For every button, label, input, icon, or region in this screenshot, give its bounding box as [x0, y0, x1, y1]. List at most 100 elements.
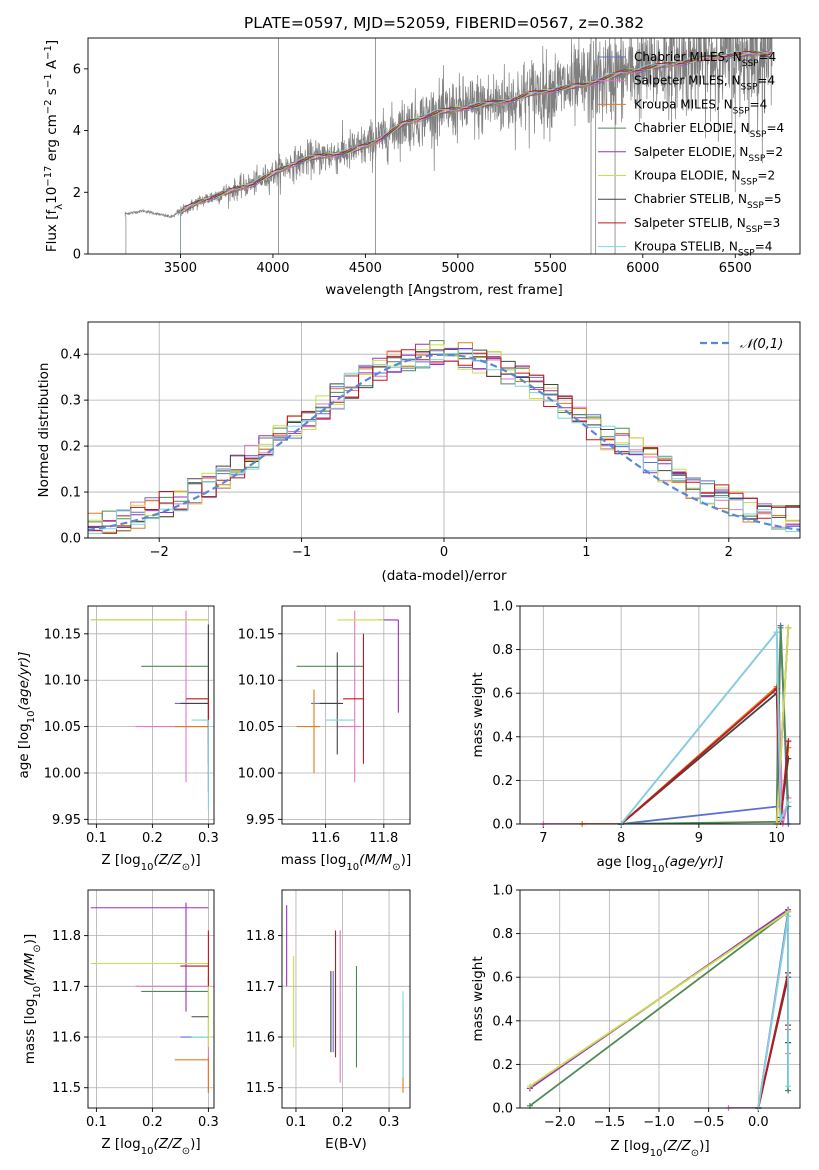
age-vs-mass-panel: 11.6 11.8 9.95 10.00 10.05 10.10 10.15 mass [lo… — [238, 605, 411, 873]
weight-series-line — [757, 972, 789, 1108]
y-tick-label: 0 — [73, 248, 81, 263]
x-tick-label: −1.5 — [594, 1115, 626, 1130]
y-axis-label-part: 10 — [32, 986, 43, 999]
legend-tail: =2 — [765, 145, 783, 159]
legend-entry: Kroupa ELODIE, NSSP=2 — [634, 169, 775, 188]
y-tick-label: 0.2 — [60, 440, 81, 455]
y-tick-label: 0.8 — [492, 927, 513, 942]
x-axis-label-part: ⊙ — [392, 862, 400, 873]
x-tick-label: 4000 — [256, 261, 289, 276]
y-tick-label: 2 — [73, 186, 81, 201]
x-axis-label: mass [log10(M/M⊙)] — [281, 852, 411, 873]
y-axis-label-part: )] — [22, 934, 38, 945]
weight-marker — [777, 624, 784, 631]
y-tick-label: 0.0 — [492, 1102, 513, 1117]
x-axis-label-part: (Z/Z — [153, 1136, 182, 1152]
legend-tail: =4 — [750, 97, 768, 111]
legend-base: Salpeter MILES, N — [634, 74, 741, 88]
x-axis-label: Z [log10(Z/Z⊙)] — [101, 1136, 200, 1157]
y-axis-label: mass weight — [470, 956, 486, 1041]
y-tick-label: 10.05 — [238, 720, 275, 735]
y-tick-label: 11.8 — [246, 929, 275, 944]
axes-frame — [87, 37, 801, 255]
x-axis-label: E(B-V) — [325, 1136, 367, 1152]
x-tick-label: 5000 — [441, 261, 474, 276]
x-axis-label: wavelength [Angstrom, rest frame] — [325, 282, 563, 298]
y-tick-label: 11.6 — [52, 1031, 81, 1046]
y-axis-label-part: A — [44, 59, 60, 73]
y-axis-label: Normed distribution — [36, 363, 52, 498]
legend-entry: Chabrier MILES, NSSP=4 — [634, 50, 776, 69]
mass-vs-metallicity-panel: 0.1 0.2 0.311.511.611.711.8Z [log10(Z/Z⊙)]… — [22, 889, 219, 1157]
y-tick-label: 0.3 — [60, 394, 81, 409]
legend-entry: Chabrier STELIB, NSSP=5 — [634, 192, 782, 211]
legend-reference-label: 𝒩(0,1) — [740, 337, 783, 352]
y-tick-label: 0.4 — [492, 1014, 513, 1029]
x-tick-label: 11.6 — [311, 831, 340, 846]
weight-series-line — [620, 629, 790, 824]
y-axis-label-part: mass [log — [22, 999, 38, 1065]
x-axis-label-part: )] — [401, 852, 412, 868]
x-tick-label: −2 — [150, 545, 169, 560]
y-axis-label-part: age [log — [16, 723, 32, 778]
legend-entry: Salpeter ELODIE, NSSP=2 — [634, 145, 783, 164]
x-axis-label-part: age [log — [596, 854, 651, 870]
y-tick-label: 0.2 — [492, 774, 513, 789]
x-tick-label: 0.3 — [198, 831, 219, 846]
x-axis-label-part: )] — [190, 852, 201, 868]
x-tick-label: 6000 — [626, 261, 659, 276]
x-axis-label-part: (age/yr)] — [664, 854, 723, 870]
normal-reference-curve — [88, 353, 800, 531]
y-tick-label: 9.95 — [52, 813, 81, 828]
legend-entry: Chabrier ELODIE, NSSP=4 — [634, 121, 784, 140]
x-tick-label: 0 — [440, 545, 448, 560]
y-tick-label: 11.5 — [246, 1081, 275, 1096]
axes-frame — [87, 605, 215, 825]
legend-tail: =5 — [764, 192, 782, 206]
weight-marker — [785, 738, 792, 745]
mass-vs-reddening-panel: 0.1 0.2 0.3 11.5 11.6 11.7 11.8 E(B-V) — [246, 889, 411, 1152]
weight-vs-metallicity-panel: −2.0 −1.5 −1.0 −0.5 0.0 0.0 0.2 0.4 0.6 0.8 1.0 Z [… — [470, 884, 801, 1159]
x-tick-label: 0.2 — [332, 1115, 353, 1130]
x-tick-label: 1 — [582, 545, 590, 560]
legend-entry: Salpeter STELIB, NSSP=3 — [634, 216, 780, 235]
y-axis-label-part: −1 — [43, 73, 54, 88]
y-axis-label-part: 10 — [44, 187, 60, 204]
x-axis-label: (data-model)/error — [381, 568, 507, 584]
y-tick-label: 10.15 — [44, 627, 81, 642]
legend-base: Salpeter STELIB, N — [634, 216, 746, 230]
x-axis-label-part: ⊙ — [182, 1146, 190, 1157]
x-tick-label: 2 — [725, 545, 733, 560]
y-tick-label: 0.0 — [492, 818, 513, 833]
x-axis-label-part: 10 — [652, 864, 665, 875]
figure-title: PLATE=0597, MJD=52059, FIBERID=0567, z=0… — [244, 14, 644, 32]
y-axis-label-part: −1 — [43, 45, 54, 60]
x-tick-label: 4500 — [349, 261, 382, 276]
y-axis-label: Flux [fλ10−17 erg cm−2 s−1 A−1] — [43, 40, 65, 252]
legend-tail: =4 — [766, 121, 784, 135]
legend-tail: =3 — [763, 216, 781, 230]
y-tick-label: 11.7 — [246, 980, 275, 995]
weight-marker — [773, 629, 780, 636]
x-tick-label: −2.0 — [544, 1115, 576, 1130]
legend-base: Chabrier ELODIE, N — [634, 121, 750, 135]
y-axis-label-part: −17 — [43, 166, 54, 187]
legend-sub: SSP — [741, 178, 758, 188]
y-tick-label: 6 — [73, 62, 81, 77]
y-axis-label: mass weight — [470, 672, 486, 757]
x-axis-label: Z [log10(Z/Z⊙)] — [101, 852, 200, 873]
spectrum-panel: 3500 4000 4500 5000 5500 6000 6500 0 2 4 6 Chabrier… — [43, 37, 801, 298]
weight-series-line — [582, 684, 790, 824]
y-axis-label-part: 10 — [26, 711, 37, 724]
y-tick-label: 1.0 — [492, 884, 513, 899]
x-axis-label-part: mass [log — [281, 852, 347, 868]
y-tick-label: 10.10 — [238, 674, 275, 689]
weight-series-line — [543, 629, 790, 824]
y-tick-label: 0.2 — [492, 1058, 513, 1073]
legend-sub: SSP — [738, 249, 755, 259]
legend-tail: =4 — [755, 240, 773, 254]
x-tick-label: 0.1 — [286, 1115, 307, 1130]
model-spectrum — [180, 51, 771, 254]
y-tick-label: 1.0 — [492, 600, 513, 615]
residual-histogram — [88, 349, 800, 534]
